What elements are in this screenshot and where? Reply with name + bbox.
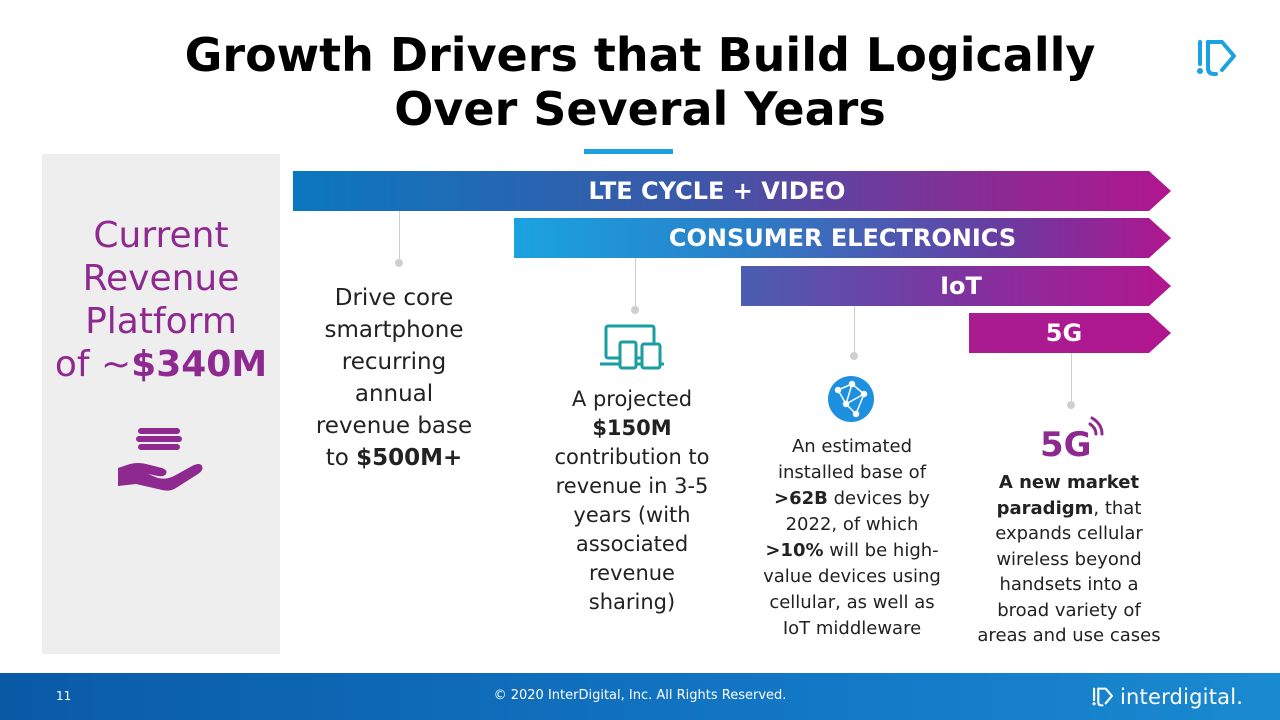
driver3-line: installed base of bbox=[777, 462, 927, 483]
driver2-line: associated bbox=[575, 532, 689, 556]
connector-line-1 bbox=[399, 211, 400, 263]
platform-line-1: Current bbox=[93, 215, 229, 256]
hand-money-icon bbox=[118, 428, 203, 491]
platform-amount: $340M bbox=[131, 344, 268, 385]
platform-line-3: Platform bbox=[85, 301, 237, 342]
driver4-line: paradigm, that bbox=[958, 496, 1180, 522]
arrow-5g: 5G bbox=[969, 313, 1171, 353]
slide-title: Growth Drivers that Build Logically Over… bbox=[180, 28, 1100, 136]
driver-smartphone-text: Drive core smartphone recurring annual r… bbox=[296, 282, 492, 474]
driver2-amount: $150M bbox=[592, 416, 672, 440]
connector-dot-1 bbox=[395, 259, 403, 267]
driver4-line: A new market bbox=[958, 470, 1180, 496]
driver3-devices-count: >62B bbox=[774, 488, 828, 509]
platform-line-2: Revenue bbox=[82, 258, 240, 299]
driver4-line: areas and use cases bbox=[977, 625, 1161, 646]
platform-prefix: of ~ bbox=[54, 344, 132, 385]
driver1-amount: $500M+ bbox=[356, 445, 463, 471]
driver1-prefix: to bbox=[325, 445, 357, 471]
arrow-5g-label: 5G bbox=[1045, 319, 1083, 347]
driver2-line: A projected bbox=[571, 387, 693, 411]
driver3-line: IoT middleware bbox=[782, 618, 922, 639]
arrow-ce-label: CONSUMER ELECTRONICS bbox=[668, 224, 1017, 252]
current-revenue-panel: Current Revenue Platform of ~$340M bbox=[42, 154, 280, 654]
page-number: 11 bbox=[56, 689, 72, 703]
globe-network-icon bbox=[828, 376, 874, 422]
driver2-line: $150M bbox=[540, 414, 724, 443]
driver3-line-rest: devices by bbox=[827, 488, 930, 509]
current-revenue-text: Current Revenue Platform of ~$340M bbox=[42, 214, 280, 386]
driver2-line: contribution to bbox=[554, 445, 710, 469]
copyright-text: © 2020 InterDigital, Inc. All Rights Res… bbox=[493, 688, 787, 703]
arrow-iot: IoT bbox=[741, 266, 1171, 306]
driver3-line: An estimated bbox=[791, 436, 913, 457]
driver4-line-rest: , that bbox=[1093, 497, 1142, 519]
driver2-line: years (with bbox=[573, 503, 691, 527]
interdigital-footer-logo-icon bbox=[1092, 687, 1113, 707]
driver4-line: wireless beyond bbox=[996, 548, 1142, 570]
title-line-2: Over Several Years bbox=[394, 82, 886, 136]
driver-5g-text: A new market paradigm, that expands cell… bbox=[958, 470, 1180, 649]
driver1-line: smartphone bbox=[324, 317, 464, 343]
connector-dot-4 bbox=[1067, 401, 1075, 409]
driver3-percent: >10% bbox=[765, 540, 824, 561]
driver1-line: Drive core bbox=[334, 285, 454, 311]
driver3-line: value devices using bbox=[763, 566, 941, 587]
driver4-bold: A new market bbox=[998, 472, 1140, 493]
5g-icon-text: 5G bbox=[1040, 425, 1092, 462]
driver3-line-rest: will be high- bbox=[823, 540, 939, 561]
driver4-line: expands cellular bbox=[995, 523, 1143, 544]
arrow-lte-cycle-video: LTE CYCLE + VIDEO bbox=[293, 171, 1171, 211]
title-underline bbox=[584, 149, 673, 154]
arrow-iot-label: IoT bbox=[940, 272, 982, 300]
driver1-line: recurring bbox=[341, 349, 447, 375]
title-line-1: Growth Drivers that Build Logically bbox=[184, 28, 1096, 82]
arrow-lte-label: LTE CYCLE + VIDEO bbox=[588, 177, 846, 205]
connector-line-3 bbox=[854, 306, 855, 356]
driver2-line: revenue in 3-5 bbox=[555, 474, 709, 498]
driver3-line: >10% will be high- bbox=[748, 538, 956, 564]
driver3-line: 2022, of which bbox=[785, 514, 919, 535]
driver1-line: revenue base bbox=[315, 413, 473, 439]
connector-line-4 bbox=[1071, 353, 1072, 403]
driver4-line: broad variety of bbox=[997, 599, 1141, 621]
devices-icon bbox=[600, 324, 664, 370]
driver-iot-text: An estimated installed base of >62B devi… bbox=[748, 434, 956, 642]
driver4-line: handsets into a bbox=[999, 574, 1139, 595]
driver-consumer-electronics-text: A projected $150M contribution to revenu… bbox=[540, 385, 724, 617]
5g-signal-icon: 5G bbox=[1040, 416, 1104, 462]
driver4-bold: paradigm bbox=[996, 497, 1094, 519]
interdigital-logo-icon bbox=[1197, 40, 1236, 76]
driver3-line: cellular, as well as bbox=[769, 592, 935, 613]
driver3-line: >62B devices by bbox=[748, 486, 956, 512]
arrow-consumer-electronics: CONSUMER ELECTRONICS bbox=[514, 218, 1171, 258]
platform-line-4: of ~$340M bbox=[42, 343, 280, 386]
footer-brand: interdigital. bbox=[1092, 684, 1243, 710]
driver2-line: revenue bbox=[589, 561, 675, 585]
connector-dot-3 bbox=[850, 352, 858, 360]
driver2-line: sharing) bbox=[588, 590, 676, 614]
brand-name: interdigital. bbox=[1120, 685, 1244, 709]
connector-line-2 bbox=[635, 258, 636, 308]
connector-dot-2 bbox=[631, 306, 639, 314]
footer-bar: 11 © 2020 InterDigital, Inc. All Rights … bbox=[0, 673, 1280, 720]
driver1-line: annual bbox=[354, 381, 434, 407]
driver1-line: to $500M+ bbox=[296, 442, 492, 474]
